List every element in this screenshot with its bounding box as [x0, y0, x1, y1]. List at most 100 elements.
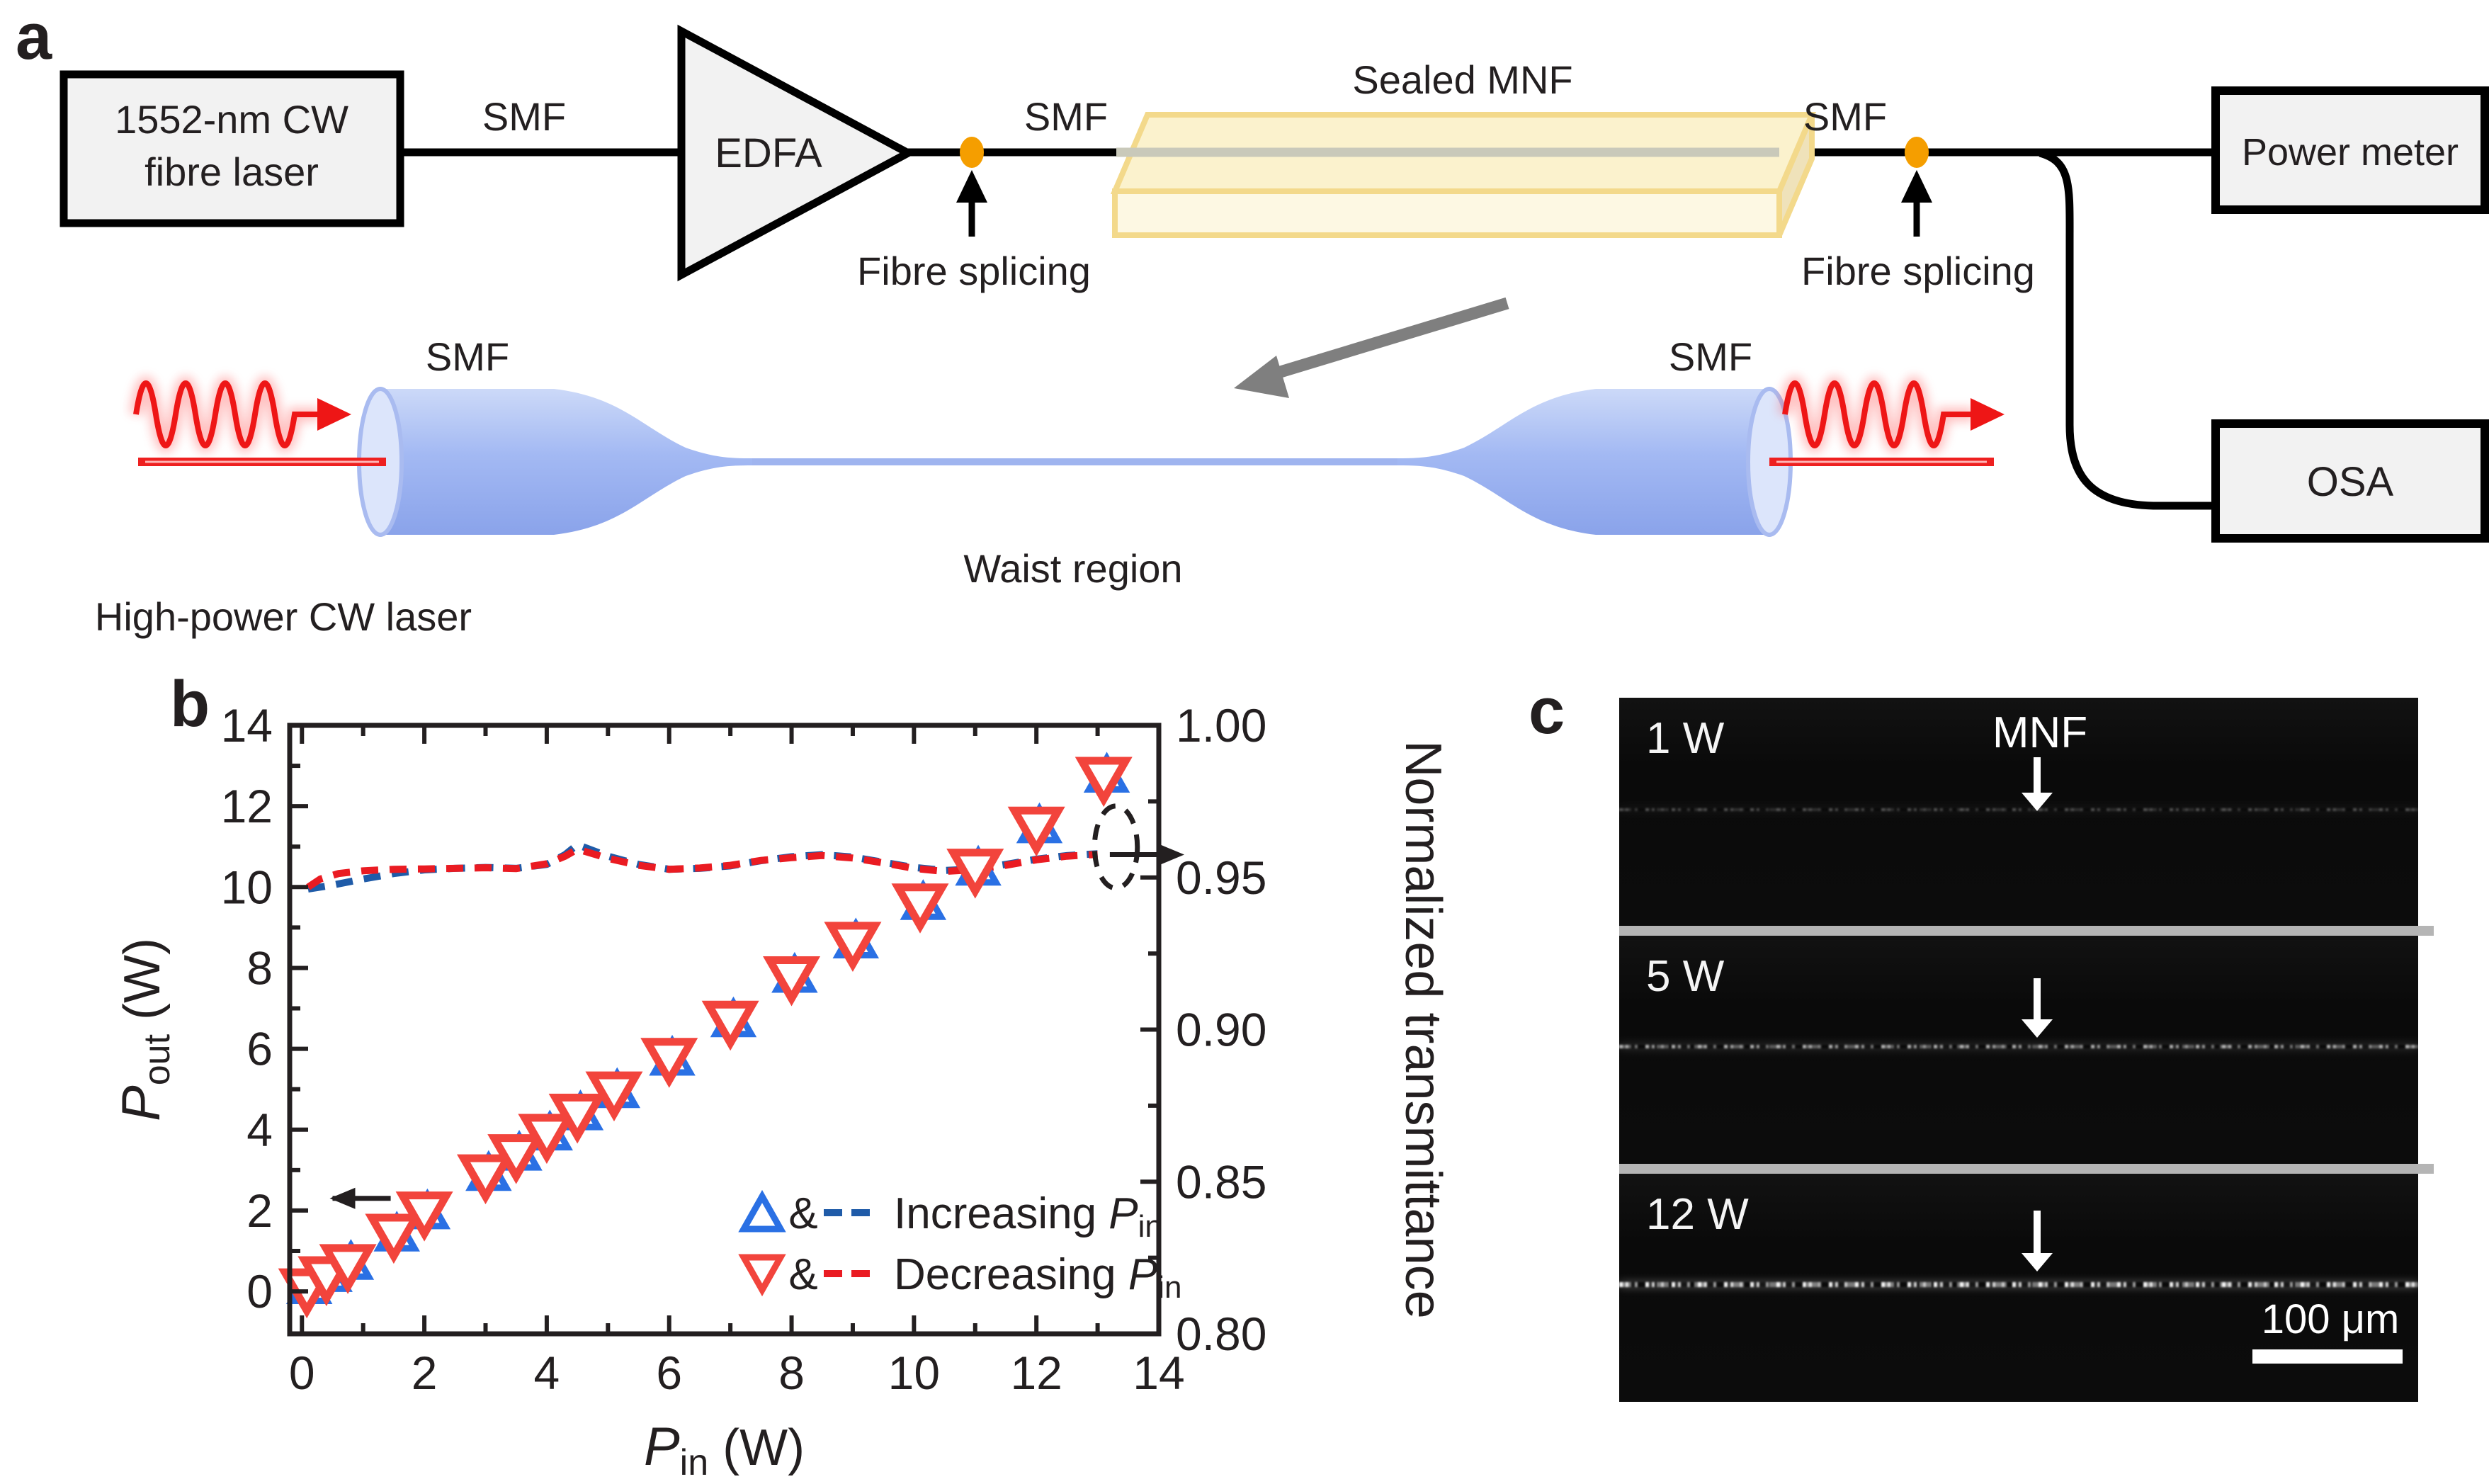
separator-1: [1619, 926, 2434, 936]
smf-label-taper-left: SMF: [426, 334, 509, 379]
x-axis-label: Pin (W): [644, 1417, 805, 1483]
laser-beam-left: [129, 376, 386, 474]
osa-label: OSA: [2307, 459, 2394, 505]
x-tick-label: 8: [778, 1347, 805, 1399]
y-left-tick-label: 8: [246, 941, 273, 994]
y-left-tick-label: 6: [246, 1023, 273, 1075]
data-point-decreasing_scatter: [319, 1244, 377, 1294]
legend-label-0: Increasing Pin: [894, 1189, 1162, 1244]
laser-beam-right: [1769, 376, 2005, 474]
x-tick-label: 10: [888, 1347, 940, 1399]
y-right-tick-label: 0.80: [1176, 1308, 1266, 1360]
data-point-decreasing_scatter: [518, 1114, 576, 1165]
legend-label-1: Decreasing Pin: [894, 1250, 1181, 1305]
transmittance-ellipse-annotation: [1092, 803, 1140, 891]
data-point-decreasing_scatter: [891, 883, 949, 934]
micrograph-12w-power-label: 12 W: [1646, 1190, 1749, 1239]
y-left-tick-label: 12: [221, 780, 273, 832]
taper-left-body: [380, 389, 752, 535]
right-axis-pointer-head: [1159, 844, 1184, 866]
legend-marker-0: [738, 1189, 786, 1233]
waist-fiber: [744, 458, 1402, 465]
y-left-tick-label: 10: [221, 861, 273, 913]
micrograph-1w-power-label: 1 W: [1646, 714, 1725, 763]
mnf-fiber-line-5w: [1619, 1045, 2418, 1048]
y-left-tick-label: 0: [246, 1265, 273, 1318]
wave-arrow-right: [1782, 380, 1973, 448]
sealed-mnf-label: Sealed MNF: [1352, 57, 1572, 102]
y-right-tick-label: 0.85: [1176, 1155, 1266, 1208]
power-meter-box: [2211, 86, 2489, 214]
laser-box: [59, 70, 404, 227]
data-point-decreasing_scatter: [701, 1000, 759, 1051]
scale-bar: [2252, 1349, 2403, 1364]
legend-joiner-0: &: [788, 1189, 817, 1238]
y-right-tick-label: 0.95: [1176, 851, 1266, 904]
zoom-arrow-line: [1264, 297, 1509, 383]
decreasing_transmittance-curve: [306, 845, 1098, 890]
zoom-arrow-head: [1234, 356, 1289, 398]
data-point-decreasing_scatter: [548, 1094, 606, 1144]
legend-joiner-1: &: [788, 1250, 817, 1299]
scale-bar-label: 100 μm: [2261, 1296, 2400, 1342]
splice-dot-left: [960, 137, 984, 168]
fiber-line-to-osa: [2039, 149, 2216, 510]
panel-c-micrographs: 1 W MNF 5 W 12 W 100 μm: [1619, 698, 2434, 1406]
mnf-fiber-line-12w: [1619, 1282, 2418, 1287]
micrograph-5w-power-label: 5 W: [1646, 952, 1725, 1001]
data-point-decreasing_scatter: [1007, 806, 1065, 857]
laser-box-line2: fibre laser: [144, 149, 319, 194]
left-axis-pointer-head: [329, 1187, 356, 1209]
micrograph-1w: 1 W MNF: [1619, 698, 2418, 926]
laser-box-line1: 1552-nm CW: [115, 97, 348, 142]
y-right-axis-label: Normalized transmittance: [1395, 740, 1451, 1318]
x-tick-label: 0: [289, 1347, 315, 1399]
y-right-tick-label: 0.90: [1176, 1004, 1266, 1056]
data-point-decreasing_scatter: [763, 956, 821, 1007]
micrograph-12w: 12 W 100 μm: [1619, 1174, 2418, 1402]
data-point-decreasing_scatter: [824, 922, 882, 972]
x-tick-label: 14: [1133, 1347, 1184, 1399]
data-point-decreasing_scatter: [1075, 757, 1133, 808]
fibre-splicing-label-right: Fibre splicing: [1801, 249, 2035, 293]
micrograph-5w: 5 W: [1619, 936, 2418, 1164]
y-right-tick-label: 1.00: [1176, 699, 1266, 752]
fibre-splicing-label-left: Fibre splicing: [857, 249, 1091, 293]
mnf-fiber-line-1w: [1619, 808, 2418, 811]
data-point-decreasing_scatter: [946, 849, 1004, 899]
panel-a-letter: a: [16, 1, 52, 73]
panel-b-letter: b: [170, 668, 210, 740]
waist-region-label: Waist region: [963, 546, 1182, 591]
data-point-decreasing_scatter: [640, 1038, 698, 1088]
taper-illustration: [357, 387, 1793, 537]
y-left-axis-label: Pout (W): [111, 938, 178, 1121]
y-left-tick-label: 2: [246, 1184, 273, 1237]
x-tick-label: 12: [1010, 1347, 1062, 1399]
edfa-label: EDFA: [715, 130, 822, 176]
y-left-tick-label: 14: [221, 699, 273, 752]
x-tick-label: 6: [656, 1347, 682, 1399]
panel-a-schematic: 1552-nm CW fibre laser SMF EDFA Fibre sp…: [59, 24, 2489, 639]
osa-box: [2211, 419, 2489, 543]
x-tick-label: 2: [412, 1347, 438, 1399]
smf-label-top-left: SMF: [482, 94, 566, 139]
splice-dot-right: [1905, 137, 1929, 168]
data-point-decreasing_scatter: [395, 1191, 453, 1242]
smf-label-top-mid: SMF: [1024, 94, 1108, 139]
panel-c-letter: c: [1529, 675, 1565, 747]
data-point-decreasing_scatter: [365, 1213, 423, 1264]
edfa-triangle: [677, 24, 917, 282]
smf-label-top-right: SMF: [1803, 94, 1887, 139]
x-tick-label: 4: [534, 1347, 560, 1399]
splice-arrow-left-head: [956, 170, 987, 203]
data-point-decreasing_scatter: [487, 1134, 545, 1184]
wave-arrow-left: [133, 380, 320, 448]
taper-right-body: [1397, 389, 1769, 535]
high-power-laser-label: High-power CW laser: [95, 594, 472, 639]
separator-2: [1619, 1164, 2434, 1174]
legend-marker-1: [738, 1254, 786, 1297]
y-left-tick-label: 4: [246, 1104, 273, 1156]
mnf-slab-front: [1112, 188, 1782, 238]
